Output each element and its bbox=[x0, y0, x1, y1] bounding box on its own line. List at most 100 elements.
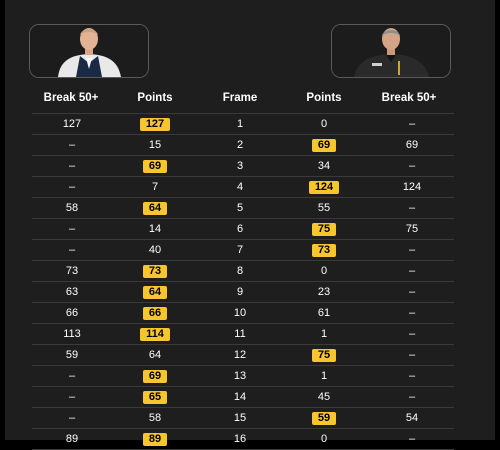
frame-number-cell: 2 bbox=[210, 135, 270, 155]
cell-value: 113 bbox=[63, 328, 81, 340]
points-right-cell: 1 bbox=[294, 366, 354, 386]
frame-number-cell: 1 bbox=[210, 114, 270, 134]
points-right-cell: 73 bbox=[294, 240, 354, 260]
cell-value: 2 bbox=[236, 139, 244, 151]
table-row: 73 73 8 0 – bbox=[32, 260, 454, 281]
break-left-cell: – bbox=[37, 366, 107, 386]
cell-value: – bbox=[408, 202, 416, 214]
winning-points-badge: 114 bbox=[140, 328, 170, 341]
points-left-cell: 40 bbox=[125, 240, 185, 260]
cell-value: – bbox=[68, 139, 76, 151]
cell-value: – bbox=[68, 412, 76, 424]
points-right-cell: 34 bbox=[294, 156, 354, 176]
cell-value: 89 bbox=[65, 433, 79, 445]
break-right-cell: – bbox=[377, 345, 447, 365]
table-row: 58 64 5 55– bbox=[32, 197, 454, 218]
winning-points-badge: 127 bbox=[139, 118, 171, 131]
cell-value: 40 bbox=[148, 244, 162, 256]
table-row: – 7 4 124 124 bbox=[32, 176, 454, 197]
break-right-cell: – bbox=[377, 303, 447, 323]
table-row: 113 114 11 1– bbox=[32, 323, 454, 344]
points-right-cell: 59 bbox=[294, 408, 354, 428]
points-left-cell: 64 bbox=[125, 282, 185, 302]
frame-number-cell: 11 bbox=[210, 324, 270, 344]
table-row: – 69 13 1 – bbox=[32, 365, 454, 386]
break-left-cell: – bbox=[37, 135, 107, 155]
cell-value: 23 bbox=[317, 286, 331, 298]
table-row: – 15 2 69 69 bbox=[32, 134, 454, 155]
cell-value: 0 bbox=[320, 433, 328, 445]
winning-points-badge: 69 bbox=[142, 160, 168, 173]
cell-value: – bbox=[68, 160, 76, 172]
header-points-left: Points bbox=[137, 92, 173, 104]
cell-value: – bbox=[408, 286, 416, 298]
winning-points-badge: 69 bbox=[311, 139, 337, 152]
frame-number-cell: 4 bbox=[210, 177, 270, 197]
frame-number-cell: 3 bbox=[210, 156, 270, 176]
header-frame: Frame bbox=[222, 92, 258, 104]
break-left-cell: 89 bbox=[37, 429, 107, 449]
cell-value: – bbox=[408, 433, 416, 445]
break-right-cell: – bbox=[377, 429, 447, 449]
cell-value: – bbox=[68, 391, 76, 403]
break-right-cell: 54 bbox=[377, 408, 447, 428]
break-right-cell: 69 bbox=[377, 135, 447, 155]
winning-points-badge: 124 bbox=[308, 181, 340, 194]
cell-value: 0 bbox=[320, 118, 328, 130]
cell-value: 73 bbox=[65, 265, 79, 277]
break-left-cell: 59 bbox=[37, 345, 107, 365]
cell-value: 9 bbox=[236, 286, 244, 298]
cell-value: 61 bbox=[317, 307, 331, 319]
break-right-cell: – bbox=[377, 114, 447, 134]
frame-number-cell: 10 bbox=[210, 303, 270, 323]
break-left-cell: – bbox=[37, 156, 107, 176]
break-right-cell: – bbox=[377, 156, 447, 176]
break-left-cell: – bbox=[37, 387, 107, 407]
break-left-cell: 58 bbox=[37, 198, 107, 218]
player-left-photo bbox=[29, 24, 149, 78]
winning-points-badge: 73 bbox=[142, 265, 168, 278]
player-right-portrait-icon bbox=[332, 25, 450, 77]
points-left-cell: 66 bbox=[125, 303, 185, 323]
cell-value: 1 bbox=[320, 370, 328, 382]
break-left-cell: 73 bbox=[37, 261, 107, 281]
header-points-right: Points bbox=[306, 92, 342, 104]
break-left-cell: 66 bbox=[37, 303, 107, 323]
cell-value: 66 bbox=[65, 307, 79, 319]
points-right-cell: 0 bbox=[294, 114, 354, 134]
points-right-cell: 75 bbox=[294, 219, 354, 239]
cell-value: – bbox=[408, 370, 416, 382]
break-left-cell: 63 bbox=[37, 282, 107, 302]
cell-value: 45 bbox=[317, 391, 331, 403]
cell-value: 63 bbox=[65, 286, 79, 298]
cell-value: 0 bbox=[320, 265, 328, 277]
cell-value: 14 bbox=[148, 223, 162, 235]
points-left-cell: 14 bbox=[125, 219, 185, 239]
break-right-cell: – bbox=[377, 282, 447, 302]
frame-number-cell: 5 bbox=[210, 198, 270, 218]
cell-value: – bbox=[408, 265, 416, 277]
scorecard-panel: Break 50+ Points Frame Points Break 50+ … bbox=[5, 0, 495, 450]
table-row: – 65 14 45 – bbox=[32, 386, 454, 407]
frames-table: 127 127 1 0– –15 2 69 69–69 3 34– –7 4 124 124 58 64 5 55… bbox=[32, 113, 454, 450]
break-left-cell: 113 bbox=[37, 324, 107, 344]
cell-value: 12 bbox=[233, 349, 247, 361]
points-right-cell: 23 bbox=[294, 282, 354, 302]
table-row: 66 66 10 61 – bbox=[32, 302, 454, 323]
cell-value: 6 bbox=[236, 223, 244, 235]
break-right-cell: – bbox=[377, 198, 447, 218]
points-left-cell: 7 bbox=[125, 177, 185, 197]
frame-number-cell: 12 bbox=[210, 345, 270, 365]
cell-value: 59 bbox=[65, 349, 79, 361]
table-row: – 14 6 75 75 bbox=[32, 218, 454, 239]
header-break-left: Break 50+ bbox=[43, 92, 99, 104]
points-right-cell: 0 bbox=[294, 261, 354, 281]
frame-number-cell: 15 bbox=[210, 408, 270, 428]
break-left-cell: – bbox=[37, 240, 107, 260]
points-right-cell: 1 bbox=[294, 324, 354, 344]
cell-value: 124 bbox=[402, 181, 422, 193]
points-right-cell: 61 bbox=[294, 303, 354, 323]
cell-value: – bbox=[408, 118, 416, 130]
points-right-cell: 124 bbox=[294, 177, 354, 197]
winning-points-badge: 64 bbox=[142, 286, 168, 299]
